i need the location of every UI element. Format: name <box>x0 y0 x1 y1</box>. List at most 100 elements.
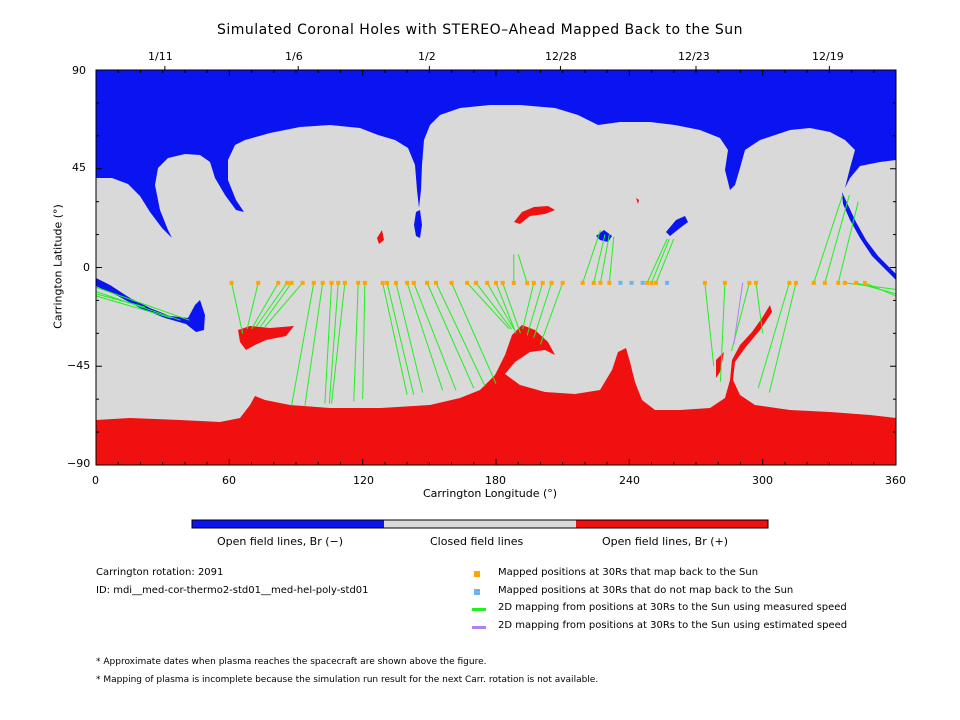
measured-mapping-line <box>475 282 512 330</box>
measured-mapping-line <box>813 194 844 284</box>
mapped-point <box>380 280 385 285</box>
mapped-point <box>645 280 650 285</box>
measured-mapping-line <box>768 282 797 393</box>
measured-mapping-line <box>255 282 288 328</box>
mapped-point <box>394 280 398 285</box>
colorbar-label-closed: Closed field lines <box>430 535 524 548</box>
colorbar-label-negative: Open field lines, Br (−) <box>217 535 344 548</box>
colorbar <box>191 519 769 529</box>
measured-mapping-line <box>651 238 670 284</box>
mapped-point <box>320 280 325 285</box>
measured-mapping-line <box>855 282 897 295</box>
y-axis-label: Carrington Latitude (°) <box>51 204 65 329</box>
top-date-label: 12/28 <box>545 50 577 63</box>
measured-mapping-line <box>260 282 292 328</box>
legend-text: 2D mapping from positions at 30Rs to the… <box>498 620 848 631</box>
colorbar-negative <box>192 520 384 528</box>
measured-mapping-line <box>451 282 497 385</box>
mapped-point <box>580 280 585 285</box>
measured-mapping-line <box>593 234 606 283</box>
measured-mapping-line <box>251 282 279 330</box>
measured-mapping-line <box>582 230 601 284</box>
legend-item-measured-speed: 2D mapping from positions at 30Rs to the… <box>472 602 847 613</box>
mapped-point <box>494 280 498 285</box>
pos-hole-4 <box>636 198 639 204</box>
mapped-point <box>311 280 316 285</box>
footnote-incomplete: * Mapping of plasma is incomplete becaus… <box>96 675 599 685</box>
green-line-icon <box>472 608 486 611</box>
mapped-point <box>549 280 554 285</box>
pos-hole-6 <box>500 358 506 380</box>
measured-mapping-line <box>246 282 259 330</box>
measured-mapping-line <box>95 286 190 321</box>
measured-mapping-line <box>533 282 553 338</box>
measured-mapping-line <box>522 282 535 330</box>
measured-mapping-line <box>95 295 172 319</box>
colorbar-closed <box>384 520 576 528</box>
pos-hole-1 <box>238 326 294 350</box>
mapped-point <box>607 280 612 285</box>
y-tick-label: −45 <box>67 359 91 372</box>
mapped-point <box>256 280 261 285</box>
x-tick-label: 300 <box>752 474 773 487</box>
measured-mapping-line <box>324 282 333 404</box>
measured-mapping-line <box>502 282 521 334</box>
mapped-point <box>356 280 361 285</box>
mapped-point <box>754 280 758 285</box>
measured-mapping-line <box>291 282 315 406</box>
neg-hole-west-band <box>96 278 205 332</box>
estimated-mapping-line <box>733 282 744 345</box>
mapping-lines <box>95 194 897 406</box>
mapped-point <box>385 280 390 285</box>
measured-mapping-line <box>844 282 897 290</box>
mapped-point <box>540 280 545 285</box>
measured-mapping-line <box>495 282 517 334</box>
measured-mapping-line <box>655 238 675 284</box>
mapped-point <box>285 280 290 285</box>
mapped-point <box>649 280 654 285</box>
measured-mapping-line <box>466 282 510 330</box>
mapped-point <box>474 280 478 285</box>
lightblue-square-icon <box>474 589 480 595</box>
top-date-label: 12/23 <box>678 50 710 63</box>
legend-item-estimated-speed: 2D mapping from positions at 30Rs to the… <box>472 620 848 631</box>
unmapped-point <box>665 280 670 285</box>
colorbar-positive <box>576 520 768 528</box>
axis-ticks <box>95 66 897 466</box>
pos-hole-5 <box>716 352 724 378</box>
legend-text: Mapped positions at 30Rs that do not map… <box>498 585 794 596</box>
measured-mapping-line <box>95 293 146 308</box>
legend-text: Mapped positions at 30Rs that map back t… <box>498 567 759 578</box>
measured-mapping-line <box>435 282 486 387</box>
mapped-point <box>531 280 536 285</box>
neg-hole-east <box>666 216 688 236</box>
purple-line-icon <box>472 626 486 629</box>
mapped-points <box>229 280 867 285</box>
top-date-label: 1/6 <box>285 50 303 63</box>
mapped-point <box>425 280 430 285</box>
mapped-point <box>411 280 416 285</box>
measured-mapping-line <box>837 201 859 283</box>
measured-mapping-line <box>517 254 528 284</box>
mapped-point <box>747 280 752 285</box>
neg-hole-tail <box>842 192 896 280</box>
north-polar-hole <box>96 70 896 238</box>
mapped-point <box>525 280 530 285</box>
measured-mapping-line <box>599 234 610 283</box>
colorbar-frame <box>191 519 769 529</box>
measured-mapping-line <box>95 291 181 321</box>
unmapped-point <box>629 280 634 285</box>
mapped-point <box>405 280 410 285</box>
x-tick-label: 60 <box>222 474 236 487</box>
measured-mapping-line <box>426 282 475 389</box>
measured-mapping-line <box>331 282 346 404</box>
measured-mapping-line <box>395 282 424 393</box>
measured-mapping-line <box>231 282 244 334</box>
mapped-point <box>511 280 516 285</box>
mapped-point <box>329 280 334 285</box>
mapped-point <box>654 280 658 285</box>
mapped-point <box>300 280 305 285</box>
legend-text: 2D mapping from positions at 30Rs to the… <box>498 602 847 613</box>
mapped-point <box>434 280 438 285</box>
mapped-point <box>591 280 596 285</box>
